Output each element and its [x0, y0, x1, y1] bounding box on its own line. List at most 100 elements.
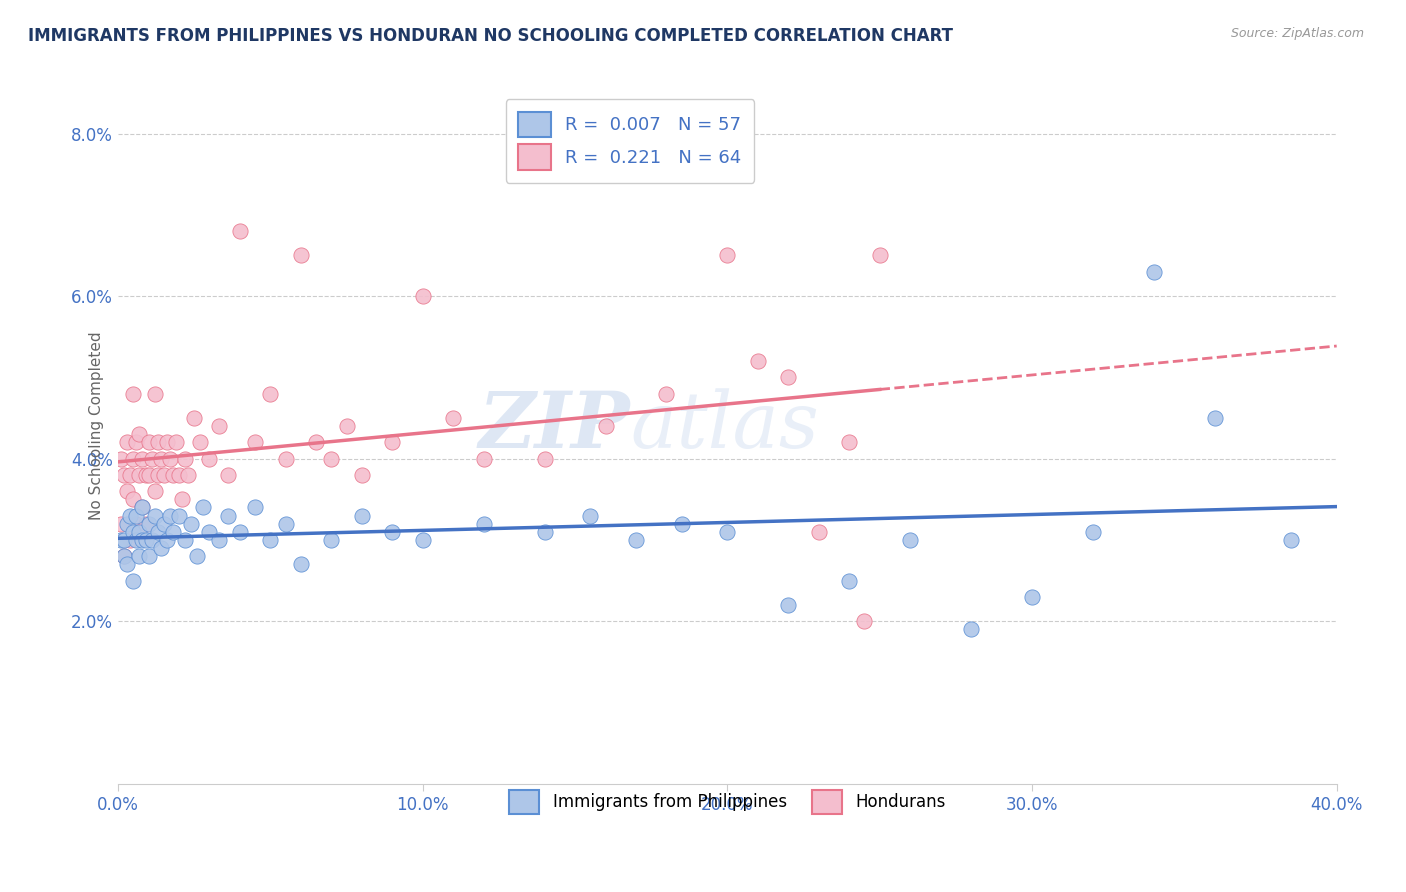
- Point: [290, 248, 312, 262]
- Point: [1204, 411, 1226, 425]
- Point: [122, 492, 145, 507]
- Point: [125, 435, 148, 450]
- Point: [149, 451, 172, 466]
- Point: [778, 598, 800, 612]
- Point: [853, 614, 876, 628]
- Point: [156, 435, 179, 450]
- Point: [274, 451, 297, 466]
- Text: Source: ZipAtlas.com: Source: ZipAtlas.com: [1230, 27, 1364, 40]
- Point: [131, 451, 153, 466]
- Point: [716, 248, 738, 262]
- Point: [229, 524, 252, 539]
- Point: [152, 467, 174, 482]
- Point: [898, 533, 921, 547]
- Point: [110, 451, 132, 466]
- Point: [198, 451, 221, 466]
- Point: [259, 386, 281, 401]
- Point: [138, 516, 160, 531]
- Point: [167, 467, 190, 482]
- Point: [274, 516, 297, 531]
- Point: [146, 524, 169, 539]
- Point: [128, 549, 150, 564]
- Point: [177, 467, 200, 482]
- Point: [110, 516, 132, 531]
- Point: [122, 451, 145, 466]
- Point: [778, 370, 800, 384]
- Y-axis label: No Schooling Completed: No Schooling Completed: [89, 332, 104, 520]
- Point: [112, 549, 135, 564]
- Point: [321, 451, 343, 466]
- Point: [128, 467, 150, 482]
- Text: atlas: atlas: [630, 388, 818, 464]
- Point: [120, 533, 142, 547]
- Point: [115, 558, 138, 572]
- Point: [128, 427, 150, 442]
- Point: [125, 533, 148, 547]
- Point: [174, 451, 197, 466]
- Point: [112, 533, 135, 547]
- Point: [138, 467, 160, 482]
- Point: [579, 508, 602, 523]
- Point: [305, 435, 328, 450]
- Point: [143, 508, 166, 523]
- Point: [110, 533, 132, 547]
- Point: [807, 524, 830, 539]
- Point: [112, 549, 135, 564]
- Point: [162, 524, 184, 539]
- Point: [172, 492, 194, 507]
- Point: [141, 451, 163, 466]
- Point: [174, 533, 197, 547]
- Point: [120, 467, 142, 482]
- Point: [183, 411, 205, 425]
- Point: [671, 516, 693, 531]
- Point: [134, 533, 156, 547]
- Point: [1021, 590, 1043, 604]
- Point: [412, 289, 434, 303]
- Point: [143, 484, 166, 499]
- Point: [134, 516, 156, 531]
- Point: [141, 533, 163, 547]
- Point: [747, 354, 769, 368]
- Point: [162, 467, 184, 482]
- Point: [165, 435, 187, 450]
- Point: [138, 435, 160, 450]
- Point: [198, 524, 221, 539]
- Point: [190, 435, 212, 450]
- Point: [321, 533, 343, 547]
- Point: [131, 500, 153, 515]
- Point: [152, 516, 174, 531]
- Point: [115, 435, 138, 450]
- Point: [208, 533, 231, 547]
- Point: [156, 533, 179, 547]
- Point: [138, 549, 160, 564]
- Point: [229, 224, 252, 238]
- Point: [167, 508, 190, 523]
- Point: [122, 574, 145, 588]
- Point: [350, 508, 373, 523]
- Point: [134, 467, 156, 482]
- Point: [115, 516, 138, 531]
- Point: [472, 516, 495, 531]
- Point: [208, 419, 231, 434]
- Point: [869, 248, 891, 262]
- Point: [1143, 265, 1166, 279]
- Point: [960, 623, 983, 637]
- Point: [128, 524, 150, 539]
- Point: [193, 500, 215, 515]
- Text: ZIP: ZIP: [478, 388, 630, 465]
- Point: [112, 467, 135, 482]
- Point: [125, 508, 148, 523]
- Point: [259, 533, 281, 547]
- Point: [143, 386, 166, 401]
- Point: [290, 558, 312, 572]
- Point: [838, 574, 860, 588]
- Point: [159, 451, 181, 466]
- Point: [381, 435, 404, 450]
- Point: [180, 516, 202, 531]
- Point: [122, 386, 145, 401]
- Point: [131, 533, 153, 547]
- Text: IMMIGRANTS FROM PHILIPPINES VS HONDURAN NO SCHOOLING COMPLETED CORRELATION CHART: IMMIGRANTS FROM PHILIPPINES VS HONDURAN …: [28, 27, 953, 45]
- Point: [122, 524, 145, 539]
- Point: [146, 467, 169, 482]
- Point: [120, 508, 142, 523]
